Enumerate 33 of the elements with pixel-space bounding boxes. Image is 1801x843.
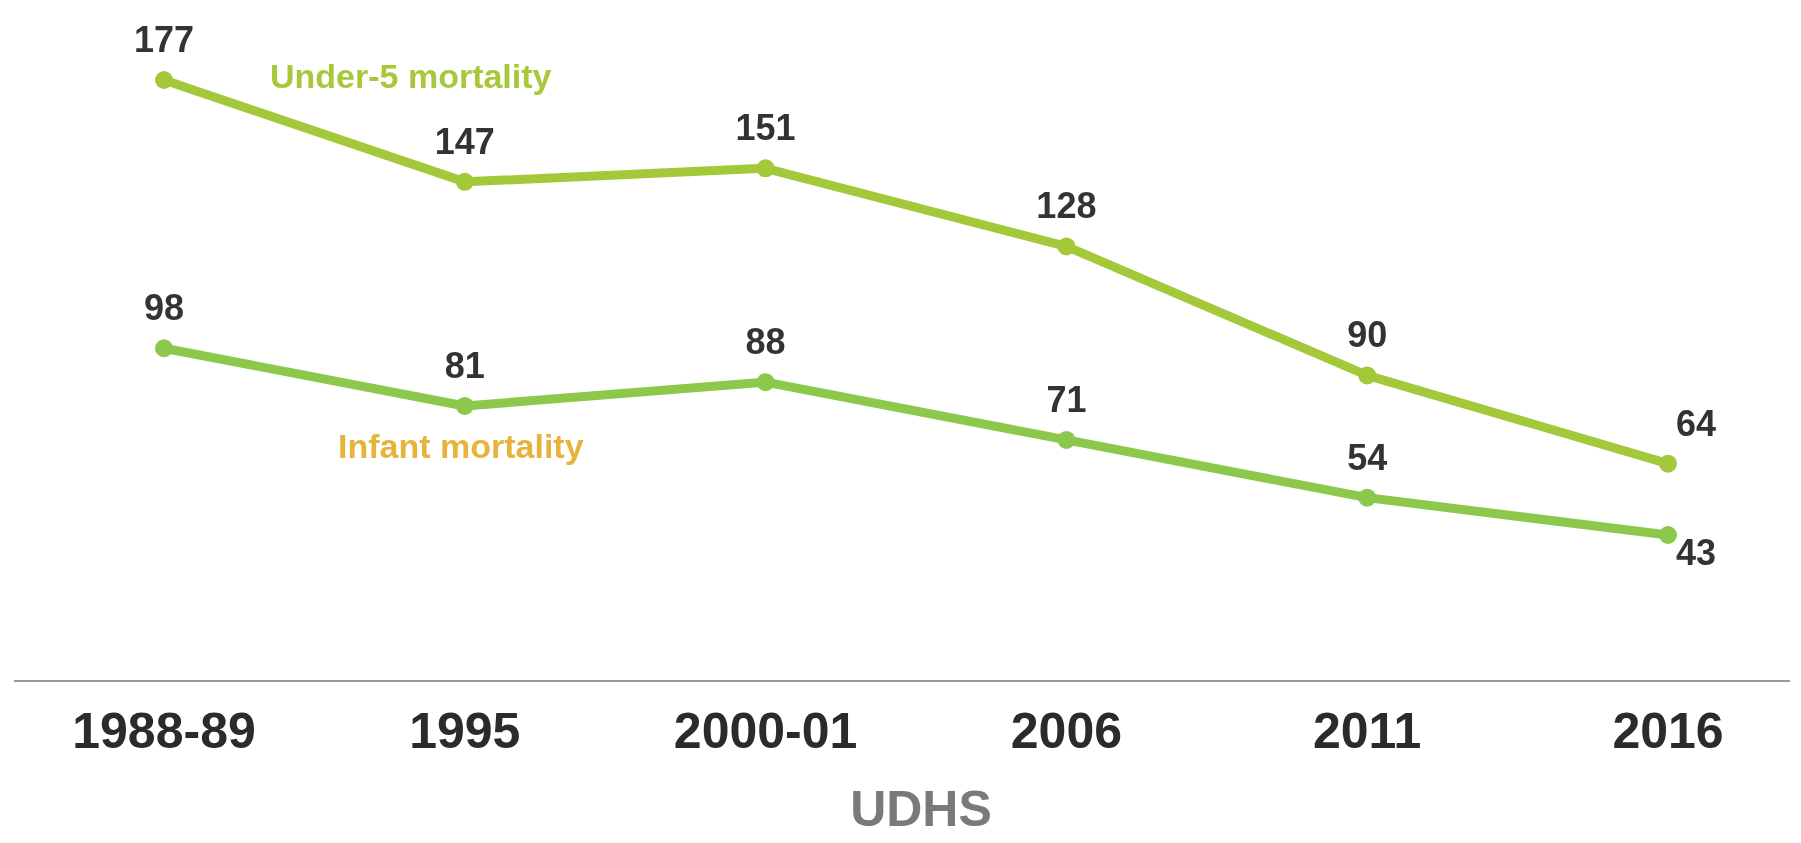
point (155, 71, 173, 89)
data-label: 54 (1347, 436, 1388, 478)
point (1057, 430, 1076, 449)
data-label: 71 (1046, 378, 1087, 420)
point (756, 159, 775, 178)
data-label: 43 (1675, 531, 1717, 573)
point (1057, 237, 1076, 256)
data-label: 81 (444, 344, 485, 386)
point (756, 373, 775, 392)
data-label: 177 (133, 19, 195, 60)
data-label: 88 (745, 321, 786, 363)
x-tick-label: 2000-01 (673, 703, 858, 759)
data-label: 98 (143, 287, 185, 329)
data-label: 90 (1347, 314, 1388, 356)
point (1358, 488, 1377, 507)
point (1659, 454, 1677, 473)
x-tick-label: 2011 (1312, 703, 1422, 759)
x-tick-label: 2006 (1010, 703, 1123, 759)
series-label: Infant mortality (338, 426, 584, 465)
x-axis-title: UDHS (850, 781, 992, 837)
data-label: 151 (735, 107, 796, 149)
x-tick-label: 2016 (1612, 703, 1724, 759)
data-label: 128 (1036, 185, 1097, 227)
data-label: 64 (1675, 402, 1717, 444)
x-tick-label: 1995 (409, 703, 521, 759)
point (455, 172, 474, 191)
point (1659, 525, 1677, 544)
series-label: Under-5 mortality (270, 57, 552, 95)
point (1358, 366, 1377, 385)
data-label: 147 (434, 120, 495, 162)
x-tick-label: 1988-89 (72, 703, 256, 759)
point (455, 396, 474, 415)
point (155, 339, 173, 358)
